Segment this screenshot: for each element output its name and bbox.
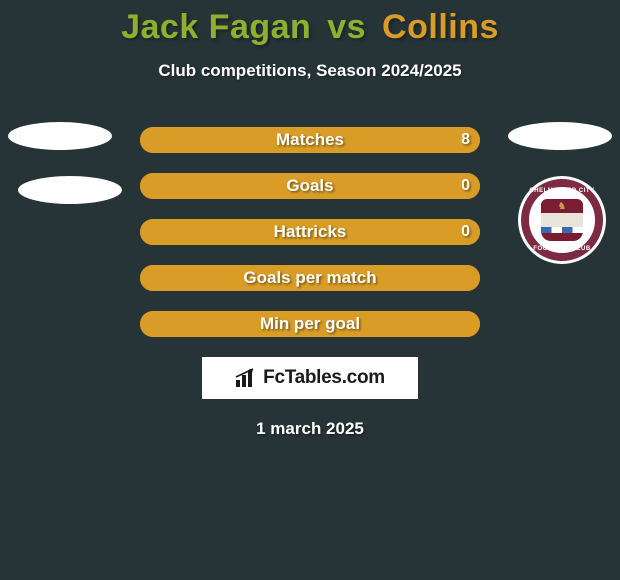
page-title: Jack Fagan vs Collins <box>0 0 620 47</box>
stat-bar-right-fill <box>140 311 480 337</box>
stat-bar-right-value: 8 <box>461 131 470 149</box>
badge-bottom-text: FOOTBALL CLUB <box>529 246 595 252</box>
player1-photo-placeholder-1 <box>8 122 112 150</box>
stat-bar-right-fill <box>140 173 480 199</box>
date-text: 1 march 2025 <box>0 419 620 439</box>
badge-top-text: CHELMSFORD CITY <box>529 188 595 194</box>
stat-bar-row: Hattricks0 <box>140 219 480 245</box>
badge-shield: ♞ <box>541 199 583 241</box>
stat-bar-row: Matches8 <box>140 127 480 153</box>
brand-box: FcTables.com <box>202 357 418 399</box>
stat-bar-right-value: 0 <box>461 177 470 195</box>
stat-bar-right-fill <box>140 265 480 291</box>
stat-bar-right-fill <box>140 127 480 153</box>
stat-bar-right-fill <box>140 219 480 245</box>
comparison-infographic: Jack Fagan vs Collins Club competitions,… <box>0 0 620 580</box>
title-vs: vs <box>327 8 366 46</box>
stat-bar-row: Min per goal <box>140 311 480 337</box>
stat-bar-row: Goals per match <box>140 265 480 291</box>
badge-ring: CHELMSFORD CITY ♞ FOOTBALL CLUB <box>521 179 603 261</box>
subtitle: Club competitions, Season 2024/2025 <box>0 61 620 81</box>
brand-text: FcTables.com <box>263 367 385 389</box>
stat-bar-right-value: 0 <box>461 223 470 241</box>
player2-photo-placeholder <box>508 122 612 150</box>
player1-photo-placeholder-2 <box>18 176 122 204</box>
player2-name: Collins <box>382 8 499 46</box>
player2-club-badge: CHELMSFORD CITY ♞ FOOTBALL CLUB <box>518 176 606 264</box>
brand-bars-icon <box>235 368 257 388</box>
player1-name: Jack Fagan <box>121 8 311 46</box>
stat-bars: Matches8 Goals0 Hattricks0 Goals per match M… <box>140 127 480 337</box>
stat-bar-row: Goals0 <box>140 173 480 199</box>
